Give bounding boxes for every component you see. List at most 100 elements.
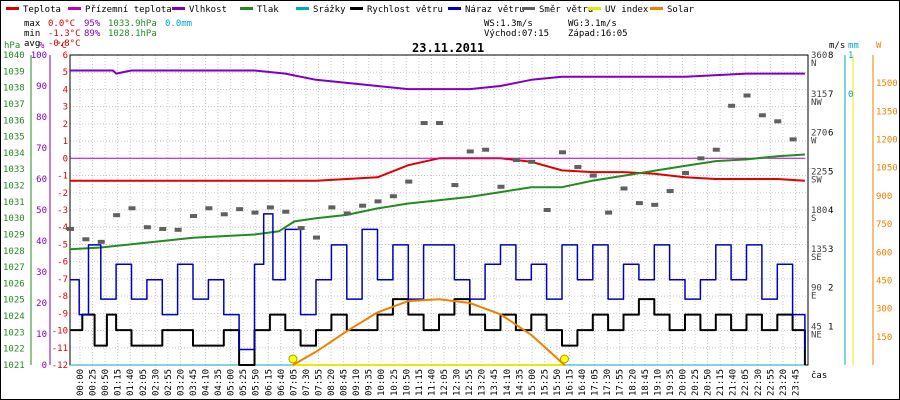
- sunrise-marker: [288, 354, 298, 364]
- wind-dir-point-16: [313, 235, 320, 240]
- wind-dir-point-43: [728, 103, 736, 108]
- legend-swatch-0: [6, 7, 19, 10]
- wind-dir-point-47: [789, 137, 797, 142]
- stat-sunrise: Východ:07:15: [484, 29, 549, 39]
- tick-temp-13: -7: [57, 275, 68, 285]
- tick-temp-17: -11: [52, 344, 68, 354]
- tick-pct-0: 100: [31, 51, 47, 61]
- tick-hpa-16: 1024: [3, 312, 25, 322]
- legend-label-3: Tlak: [257, 5, 279, 15]
- tick-pct-3: 70: [36, 144, 47, 154]
- tick-x-29: 12:05: [440, 369, 450, 396]
- tick-dir-8: 180: [811, 206, 827, 216]
- wind-dir-point-19: [359, 203, 367, 208]
- tick-temp-4: 2: [63, 120, 68, 130]
- tick-dir-14: 45: [811, 322, 822, 332]
- legend-swatch-3: [240, 7, 253, 10]
- wind-dir-point-8: [190, 214, 197, 219]
- tick-hpa-15: 1025: [3, 296, 25, 306]
- tick-dir-11: SE: [811, 253, 822, 263]
- tick-ms-4: 4: [828, 206, 833, 216]
- wind-dir-point-15: [297, 226, 305, 231]
- wind-dir-point-35: [605, 210, 613, 215]
- tick-x-13: 05:25: [239, 369, 249, 396]
- tick-x-0: 00:00: [76, 369, 86, 396]
- wind-dir-point-14: [282, 209, 290, 214]
- tick-w-0: 1500: [876, 79, 898, 89]
- stat-0-3: 1033.9hPa: [108, 19, 157, 29]
- legend-label-8: UV index: [605, 5, 649, 15]
- tick-x-25: 10:25: [390, 369, 400, 396]
- legend-label-5: Rychlost větru: [367, 5, 443, 15]
- tick-x-55: 22:55: [766, 369, 776, 396]
- tick-x-7: 02:55: [164, 369, 174, 396]
- tick-x-35: 14:35: [515, 369, 525, 396]
- legend-swatch-2: [172, 7, 185, 10]
- tick-x-56: 23:20: [779, 369, 789, 396]
- legend-swatch-1: [68, 7, 81, 10]
- stat-2-1: -0.8°C: [48, 39, 81, 49]
- tick-dir-9: S: [811, 214, 816, 224]
- tick-x-1: 00:25: [89, 369, 99, 396]
- tick-x-38: 15:50: [553, 369, 563, 396]
- tick-x-4: 01:40: [126, 369, 136, 396]
- tick-x-22: 09:10: [352, 369, 362, 396]
- axis-temp-title: °C: [56, 41, 67, 51]
- tick-hpa-3: 1037: [3, 100, 25, 110]
- wind-dir-point-36: [620, 186, 628, 191]
- tick-x-51: 21:15: [716, 369, 726, 396]
- tick-x-54: 22:30: [754, 369, 764, 396]
- tick-x-23: 09:35: [365, 369, 375, 396]
- tick-temp-18: -12: [52, 361, 68, 371]
- tick-pct-7: 30: [36, 268, 47, 278]
- wind-dir-point-31: [543, 208, 551, 212]
- wind-dir-point-18: [343, 211, 351, 216]
- tick-dir-1: N: [811, 59, 816, 69]
- tick-w-2: 1200: [876, 136, 898, 146]
- tick-temp-8: -2: [57, 189, 68, 199]
- tick-pct-5: 50: [36, 206, 47, 216]
- stat-1-3: 1028.1hPa: [108, 29, 157, 39]
- legend-label-7: Směr větru: [539, 5, 593, 15]
- axis-mm-title: mm: [848, 41, 859, 51]
- wind-dir-point-30: [528, 159, 536, 164]
- tick-temp-1: 5: [63, 68, 68, 78]
- stat-ws: WS:1.3m/s: [484, 19, 533, 29]
- tick-x-9: 03:45: [189, 369, 199, 396]
- tick-hpa-4: 1036: [3, 116, 25, 126]
- tick-temp-0: 6: [63, 51, 68, 61]
- tick-hpa-14: 1026: [3, 279, 25, 289]
- wind-dir-point-37: [635, 201, 643, 206]
- tick-dir-2: 315: [811, 90, 827, 100]
- tick-w-7: 450: [876, 276, 892, 286]
- tick-x-37: 15:25: [540, 369, 550, 396]
- stat-0-2: 95%: [84, 19, 101, 29]
- wind-dir-point-1: [82, 237, 90, 242]
- tick-x-6: 02:30: [151, 369, 161, 396]
- tick-hpa-2: 1038: [3, 84, 25, 94]
- tick-x-36: 15:00: [528, 369, 538, 396]
- stat-2-0: avg: [24, 39, 40, 49]
- tick-pct-2: 80: [36, 113, 47, 123]
- tick-x-27: 11:15: [415, 369, 425, 396]
- wind-dir-point-34: [589, 173, 597, 178]
- tick-dir-13: E: [811, 292, 816, 302]
- stat-wg: WG:3.1m/s: [568, 19, 617, 29]
- stat-1-2: 89%: [84, 29, 101, 39]
- tick-hpa-8: 1032: [3, 182, 25, 192]
- tick-w-9: 150: [876, 333, 892, 343]
- wind-dir-point-38: [651, 202, 659, 207]
- tick-ms-7: 1: [828, 322, 833, 332]
- wind-dir-point-44: [743, 93, 751, 98]
- stat-0-0: max: [24, 19, 41, 29]
- stat-1-1: -1.3°C: [48, 29, 81, 39]
- legend-label-4: Srážky: [313, 5, 346, 15]
- tick-ms-5: 3: [828, 245, 833, 255]
- axis-hpa-title: hPa: [4, 41, 20, 51]
- tick-hpa-7: 1033: [3, 165, 25, 175]
- tick-x-50: 20:50: [704, 369, 714, 396]
- tick-x-39: 16:15: [566, 369, 576, 396]
- tick-hpa-11: 1029: [3, 230, 25, 240]
- tick-x-42: 17:30: [603, 369, 613, 396]
- axis-pct-title: %: [39, 41, 45, 51]
